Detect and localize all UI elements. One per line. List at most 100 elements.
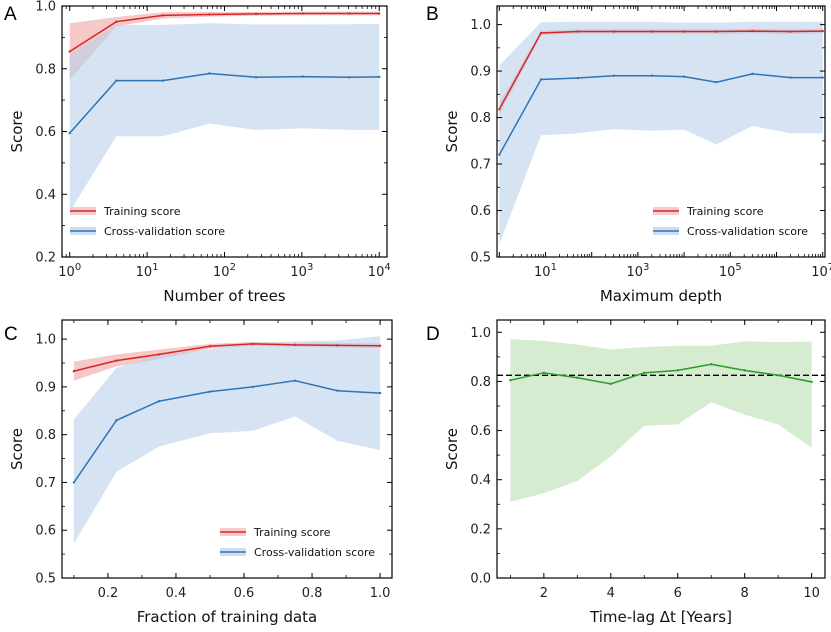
data-point-cv [254, 76, 258, 79]
x-axis-label: Time-lag Δt [Years] [589, 608, 732, 626]
y-tick-label: 0.7 [470, 158, 491, 173]
band-timelag [510, 339, 812, 502]
data-point-training [208, 345, 212, 348]
data-point-training [251, 342, 254, 346]
plot-area [72, 336, 382, 544]
band-cv [73, 336, 381, 544]
data-point-training [751, 29, 754, 33]
y-tick-label: 0.5 [35, 572, 56, 587]
y-tick-label: 0.2 [35, 251, 56, 266]
legend-entry: Cross-validation score [687, 225, 808, 238]
data-point-training [161, 14, 165, 17]
y-tick-label: 1.0 [470, 326, 491, 341]
y-tick-label: 0.6 [35, 524, 56, 539]
data-point-cv [293, 379, 297, 382]
data-point-training [682, 30, 686, 33]
data-point-cv [751, 72, 754, 76]
data-point-training [348, 12, 351, 15]
data-point-training [68, 50, 71, 53]
data-point-training [650, 30, 654, 33]
band-cv [69, 23, 380, 212]
y-tick-label: 0.6 [470, 204, 491, 219]
plot-area [68, 11, 381, 212]
x-tick-label: 105 [719, 262, 742, 280]
data-point-cv [115, 79, 118, 82]
x-tick-label: 0.4 [166, 586, 187, 601]
plot-area [498, 21, 824, 244]
data-point-timelag [776, 374, 780, 377]
x-tick-base: 10 [626, 265, 643, 280]
x-tick-label: 100 [58, 262, 81, 280]
y-tick-label: 0.2 [470, 522, 491, 537]
y-axis-label: Score [443, 110, 461, 152]
legend-entry: Training score [103, 205, 181, 218]
data-point-training [293, 343, 297, 347]
data-point-cv [378, 391, 382, 395]
y-tick-label: 0.7 [35, 476, 56, 491]
series-line-training [69, 12, 380, 53]
x-tick-exponent: 2 [230, 262, 236, 273]
data-point-cv [789, 76, 792, 79]
x-tick-exponent: 3 [643, 262, 649, 273]
x-tick-label: 0.6 [234, 586, 255, 601]
data-point-cv [821, 76, 824, 79]
data-point-cv [208, 72, 211, 75]
y-tick-label: 1.0 [35, 0, 56, 15]
data-point-training [115, 359, 118, 362]
x-tick-exponent: 3 [307, 262, 313, 273]
data-point-training [72, 369, 76, 373]
data-point-timelag [643, 371, 646, 375]
data-point-cv [612, 74, 615, 77]
data-point-cv [498, 153, 501, 156]
y-tick-label: 0.4 [470, 473, 491, 488]
data-point-cv [251, 385, 254, 389]
y-tick-label: 0.8 [470, 375, 491, 390]
data-point-cv [208, 390, 212, 393]
x-tick-label: 103 [290, 262, 313, 280]
data-point-training [539, 31, 543, 35]
data-point-training [336, 344, 339, 347]
x-tick-label: 103 [626, 262, 649, 280]
x-tick-label: 8 [741, 586, 749, 601]
chart-C: 0.5 0.6 0.7 0.8 0.9 1.0 0.2 0.4 0.6 0.8 1.0 Fractio… [8, 319, 393, 626]
series-line-cv [498, 73, 823, 156]
panel-label-D: D [426, 324, 440, 345]
x-tick-base: 10 [811, 265, 828, 280]
data-point-training [715, 30, 718, 33]
x-tick-base: 10 [719, 265, 736, 280]
data-point-cv [157, 400, 161, 403]
x-tick-exponent: 1 [551, 262, 557, 273]
data-point-training [208, 13, 211, 16]
y-axis-label: Score [443, 428, 461, 470]
data-point-cv [72, 481, 76, 484]
series-line-timelag [510, 363, 812, 385]
x-tick-exponent: 1 [152, 262, 158, 273]
series-line-training [73, 343, 381, 372]
panel-label-A: A [4, 4, 17, 25]
data-point-training [576, 30, 579, 33]
x-tick-base: 10 [58, 265, 75, 280]
data-point-timelag [676, 369, 679, 372]
x-tick-label: 2 [540, 586, 548, 601]
data-point-timelag [542, 371, 546, 375]
legend-entry: Training score [253, 526, 331, 539]
data-point-training [821, 29, 824, 33]
data-point-timelag [509, 379, 512, 382]
data-point-cv [682, 75, 686, 78]
x-tick-label: 101 [534, 262, 557, 280]
y-tick-label: 0.9 [35, 380, 56, 395]
data-point-timelag [743, 369, 746, 372]
data-point-cv [68, 131, 71, 135]
data-point-cv [576, 76, 579, 80]
x-axis-label: Maximum depth [600, 287, 722, 305]
data-point-timelag [810, 380, 813, 384]
panel-C: C 0.5 0.6 0.7 0.8 0.9 1.0 0.2 0.4 0.6 0.8 1.0 Fract… [4, 319, 393, 626]
y-tick-label: 0.8 [35, 428, 56, 443]
x-tick-label: 0.2 [98, 586, 119, 601]
axes-frame [61, 319, 393, 579]
